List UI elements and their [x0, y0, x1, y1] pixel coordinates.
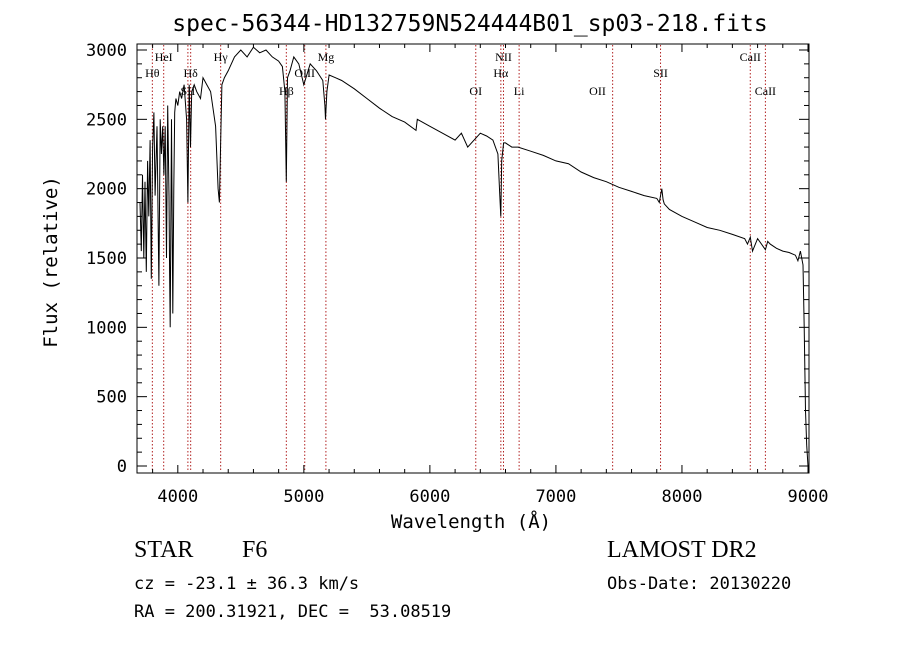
spectrum-series [139, 46, 809, 467]
x-axis-ticks: 4000 5000 6000 7000 8000 9000 [152, 44, 829, 507]
y-tick-label: 2000 [86, 180, 127, 200]
y-axis-ticks: 0 500 1000 1500 2000 2500 3000 [86, 41, 809, 477]
x-axis-label: Wavelength (Å) [391, 510, 551, 533]
y-axis-label: Flux (relative) [40, 176, 62, 348]
y-tick-label: 1000 [86, 318, 127, 338]
y-tick-label: 3000 [86, 41, 127, 61]
x-tick-label: 5000 [283, 487, 324, 507]
x-tick-label: 6000 [409, 487, 450, 507]
line-label: OIII [294, 66, 315, 80]
x-tick-label: 8000 [661, 487, 702, 507]
y-tick-label: 0 [117, 457, 127, 477]
line-label: Li [514, 84, 525, 98]
obs-date: Obs-Date: 20130220 [607, 574, 792, 594]
line-label: CaII [755, 84, 776, 98]
coordinates: RA = 200.31921, DEC = 53.08519 [134, 602, 452, 622]
line-label: OII [589, 84, 606, 98]
plot-frame [136, 43, 810, 474]
object-subclass: F6 [242, 537, 268, 563]
survey-name: LAMOST DR2 [607, 537, 757, 563]
y-tick-label: 2500 [86, 110, 127, 130]
y-tick-label: 1500 [86, 249, 127, 269]
line-label: CaII [740, 50, 761, 64]
object-class: STAR [134, 537, 194, 563]
line-label: OI [469, 84, 482, 98]
chart-title: spec-56344-HD132759N524444B01_sp03-218.f… [172, 11, 767, 37]
line-label: Hγ [214, 50, 229, 64]
y-tick-label: 500 [96, 388, 127, 408]
line-label: Hδ [184, 66, 199, 80]
line-label: Mg [318, 50, 335, 64]
redshift-readout: cz = -23.1 ± 36.3 km/s [134, 574, 360, 594]
line-label: Hθ [145, 66, 160, 80]
line-label: Hβ [279, 84, 294, 98]
spectral-line-markers [151, 45, 766, 472]
x-tick-label: 9000 [788, 487, 829, 507]
x-tick-label: 7000 [535, 487, 576, 507]
line-label: NII [495, 50, 512, 64]
line-label: HeI [155, 50, 173, 64]
line-label: SII [653, 66, 668, 80]
x-tick-label: 4000 [157, 487, 198, 507]
line-label: Hα [493, 66, 509, 80]
